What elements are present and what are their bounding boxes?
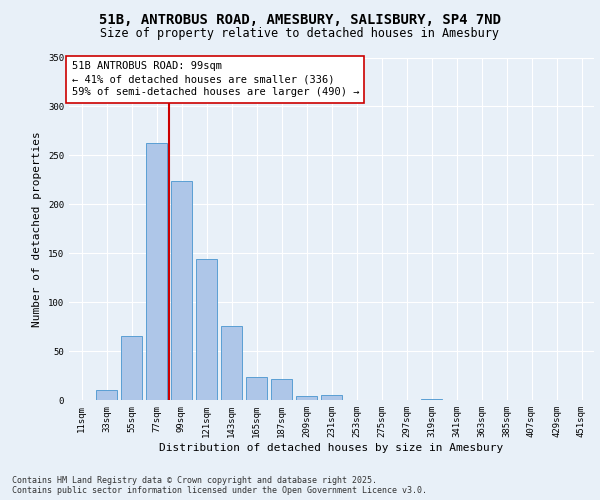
Bar	[421, 399, 442, 400]
Bar	[96, 390, 117, 400]
Bar	[221, 326, 242, 400]
Y-axis label: Number of detached properties: Number of detached properties	[32, 131, 43, 326]
Text: 51B ANTROBUS ROAD: 99sqm
← 41% of detached houses are smaller (336)
59% of semi-: 51B ANTROBUS ROAD: 99sqm ← 41% of detach…	[71, 61, 359, 98]
Bar	[121, 336, 142, 400]
Bar	[321, 395, 342, 400]
Bar	[196, 259, 217, 400]
Bar	[271, 380, 292, 400]
Bar	[171, 181, 192, 400]
Text: 51B, ANTROBUS ROAD, AMESBURY, SALISBURY, SP4 7ND: 51B, ANTROBUS ROAD, AMESBURY, SALISBURY,…	[99, 12, 501, 26]
X-axis label: Distribution of detached houses by size in Amesbury: Distribution of detached houses by size …	[160, 442, 503, 452]
Bar	[146, 142, 167, 400]
Text: Contains HM Land Registry data © Crown copyright and database right 2025.
Contai: Contains HM Land Registry data © Crown c…	[12, 476, 427, 495]
Text: Size of property relative to detached houses in Amesbury: Size of property relative to detached ho…	[101, 28, 499, 40]
Bar	[246, 376, 267, 400]
Bar	[296, 396, 317, 400]
